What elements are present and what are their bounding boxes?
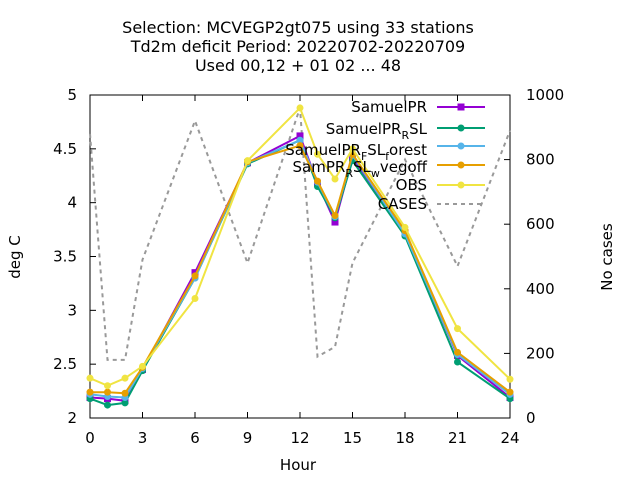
y-tick-label: 2 xyxy=(67,409,77,427)
legend-label-cases: CASES xyxy=(378,195,427,213)
data-point-obs xyxy=(86,374,94,382)
series-samuelpr-rsl xyxy=(86,136,514,409)
data-point-samuelpr-rsl xyxy=(121,399,129,407)
series-obs xyxy=(86,104,514,390)
data-point-obs xyxy=(506,375,514,383)
series-layer xyxy=(86,104,514,409)
data-point-sampr-rsl-wvegoff xyxy=(314,177,321,185)
legend-label-samuelpr-rsl: SamuelPRRSL xyxy=(326,120,428,142)
data-point-obs xyxy=(191,294,199,302)
x-tick-label: 18 xyxy=(395,429,414,447)
y2-tick-label: 600 xyxy=(526,215,555,233)
legend-sample-marker-samuelpr-rsl xyxy=(457,124,465,132)
y2-axis-label: No cases xyxy=(598,223,616,291)
y-tick-label: 5 xyxy=(67,86,77,104)
y2-tick-label: 0 xyxy=(526,409,536,427)
x-tick-label: 0 xyxy=(85,429,95,447)
legend-label-samuelpr: SamuelPR xyxy=(351,98,427,116)
axis-ticks xyxy=(89,94,511,419)
title-line-3: Used 00,12 + 01 02 ... 48 xyxy=(195,56,401,75)
legend-label-obs: OBS xyxy=(396,176,427,194)
data-point-obs xyxy=(454,325,461,333)
x-tick-label: 21 xyxy=(448,429,467,447)
series-sampr-rsl-wvegoff xyxy=(86,142,514,397)
data-point-samuelpr-sl-forest xyxy=(296,136,304,144)
title-line-2: Td2m deficit Period: 20220702-20220709 xyxy=(130,37,465,56)
data-point-obs xyxy=(349,145,356,153)
legend-sample-marker-samuelpr xyxy=(457,103,465,111)
x-axis-label: Hour xyxy=(280,456,317,474)
legend-sample-marker-samuelpr-sl-forest xyxy=(457,142,465,150)
data-point-obs xyxy=(104,382,111,390)
y2-tick-label: 800 xyxy=(526,151,555,169)
x-tick-label: 12 xyxy=(290,429,309,447)
y2-tick-label: 400 xyxy=(526,280,555,298)
y-axis-label: deg C xyxy=(6,235,24,279)
legend-samples xyxy=(437,103,485,205)
x-tick-label: 9 xyxy=(243,429,253,447)
y-tick-label: 4 xyxy=(67,194,77,212)
legend-label-samuelpr-sl-forest: SamuelPRFSLforest xyxy=(285,141,427,163)
data-point-obs xyxy=(401,223,409,231)
data-point-samuelpr xyxy=(331,218,339,226)
data-point-sampr-rsl-wvegoff xyxy=(506,388,514,396)
data-point-samuelpr-rsl xyxy=(104,401,111,409)
chart-title: Selection: MCVEGP2gt075 using 33 station… xyxy=(122,18,474,75)
y-tick-label: 3 xyxy=(67,301,77,319)
data-point-obs xyxy=(331,175,339,183)
data-point-samuelpr xyxy=(296,132,304,140)
data-point-sampr-rsl-wvegoff xyxy=(191,272,199,280)
y-tick-label: 3.5 xyxy=(53,248,77,266)
data-point-sampr-rsl-wvegoff xyxy=(296,142,304,150)
series-line-samuelpr-sl-forest xyxy=(89,138,511,399)
axis-tick-labels: 0 3 6 9 12 15 18 21 24 2 2.5 3 3.5 4 4.5 5 0 200 400 600 800… xyxy=(53,86,564,447)
x-tick-label: 24 xyxy=(500,429,519,447)
series-line-samuelpr-rsl xyxy=(89,138,511,407)
legend-sample-marker-sampr-rsl-wvegoff xyxy=(457,161,465,169)
x-tick-label: 6 xyxy=(190,429,200,447)
data-point-sampr-rsl-wvegoff xyxy=(121,389,129,397)
y2-tick-label: 200 xyxy=(526,344,555,362)
data-point-samuelpr-rsl xyxy=(454,358,461,366)
data-point-sampr-rsl-wvegoff xyxy=(104,388,111,396)
data-point-sampr-rsl-wvegoff xyxy=(86,388,94,396)
legend-label-sampr-rsl-wvegoff: SamPRRSLwvegoff xyxy=(293,158,428,180)
series-line-sampr-rsl-wvegoff xyxy=(90,144,511,395)
y2-tick-label: 1000 xyxy=(526,86,564,104)
data-point-sampr-rsl-wvegoff xyxy=(454,348,461,356)
data-point-obs xyxy=(296,104,304,112)
data-point-obs xyxy=(121,374,129,382)
y-tick-label: 2.5 xyxy=(53,355,77,373)
x-tick-label: 15 xyxy=(343,429,362,447)
data-point-obs xyxy=(314,150,321,158)
series-samuelpr-sl-forest xyxy=(86,136,514,402)
legend: SamuelPR SamuelPRRSL SamuelPRFSLforest S… xyxy=(285,98,485,213)
legend-sample-marker-obs xyxy=(457,181,465,189)
title-line-1: Selection: MCVEGP2gt075 using 33 station… xyxy=(122,18,474,37)
data-point-obs xyxy=(244,157,251,165)
data-point-obs xyxy=(139,362,146,370)
data-point-sampr-rsl-wvegoff xyxy=(331,212,339,220)
x-tick-label: 3 xyxy=(138,429,148,447)
y-tick-label: 4.5 xyxy=(53,140,77,158)
